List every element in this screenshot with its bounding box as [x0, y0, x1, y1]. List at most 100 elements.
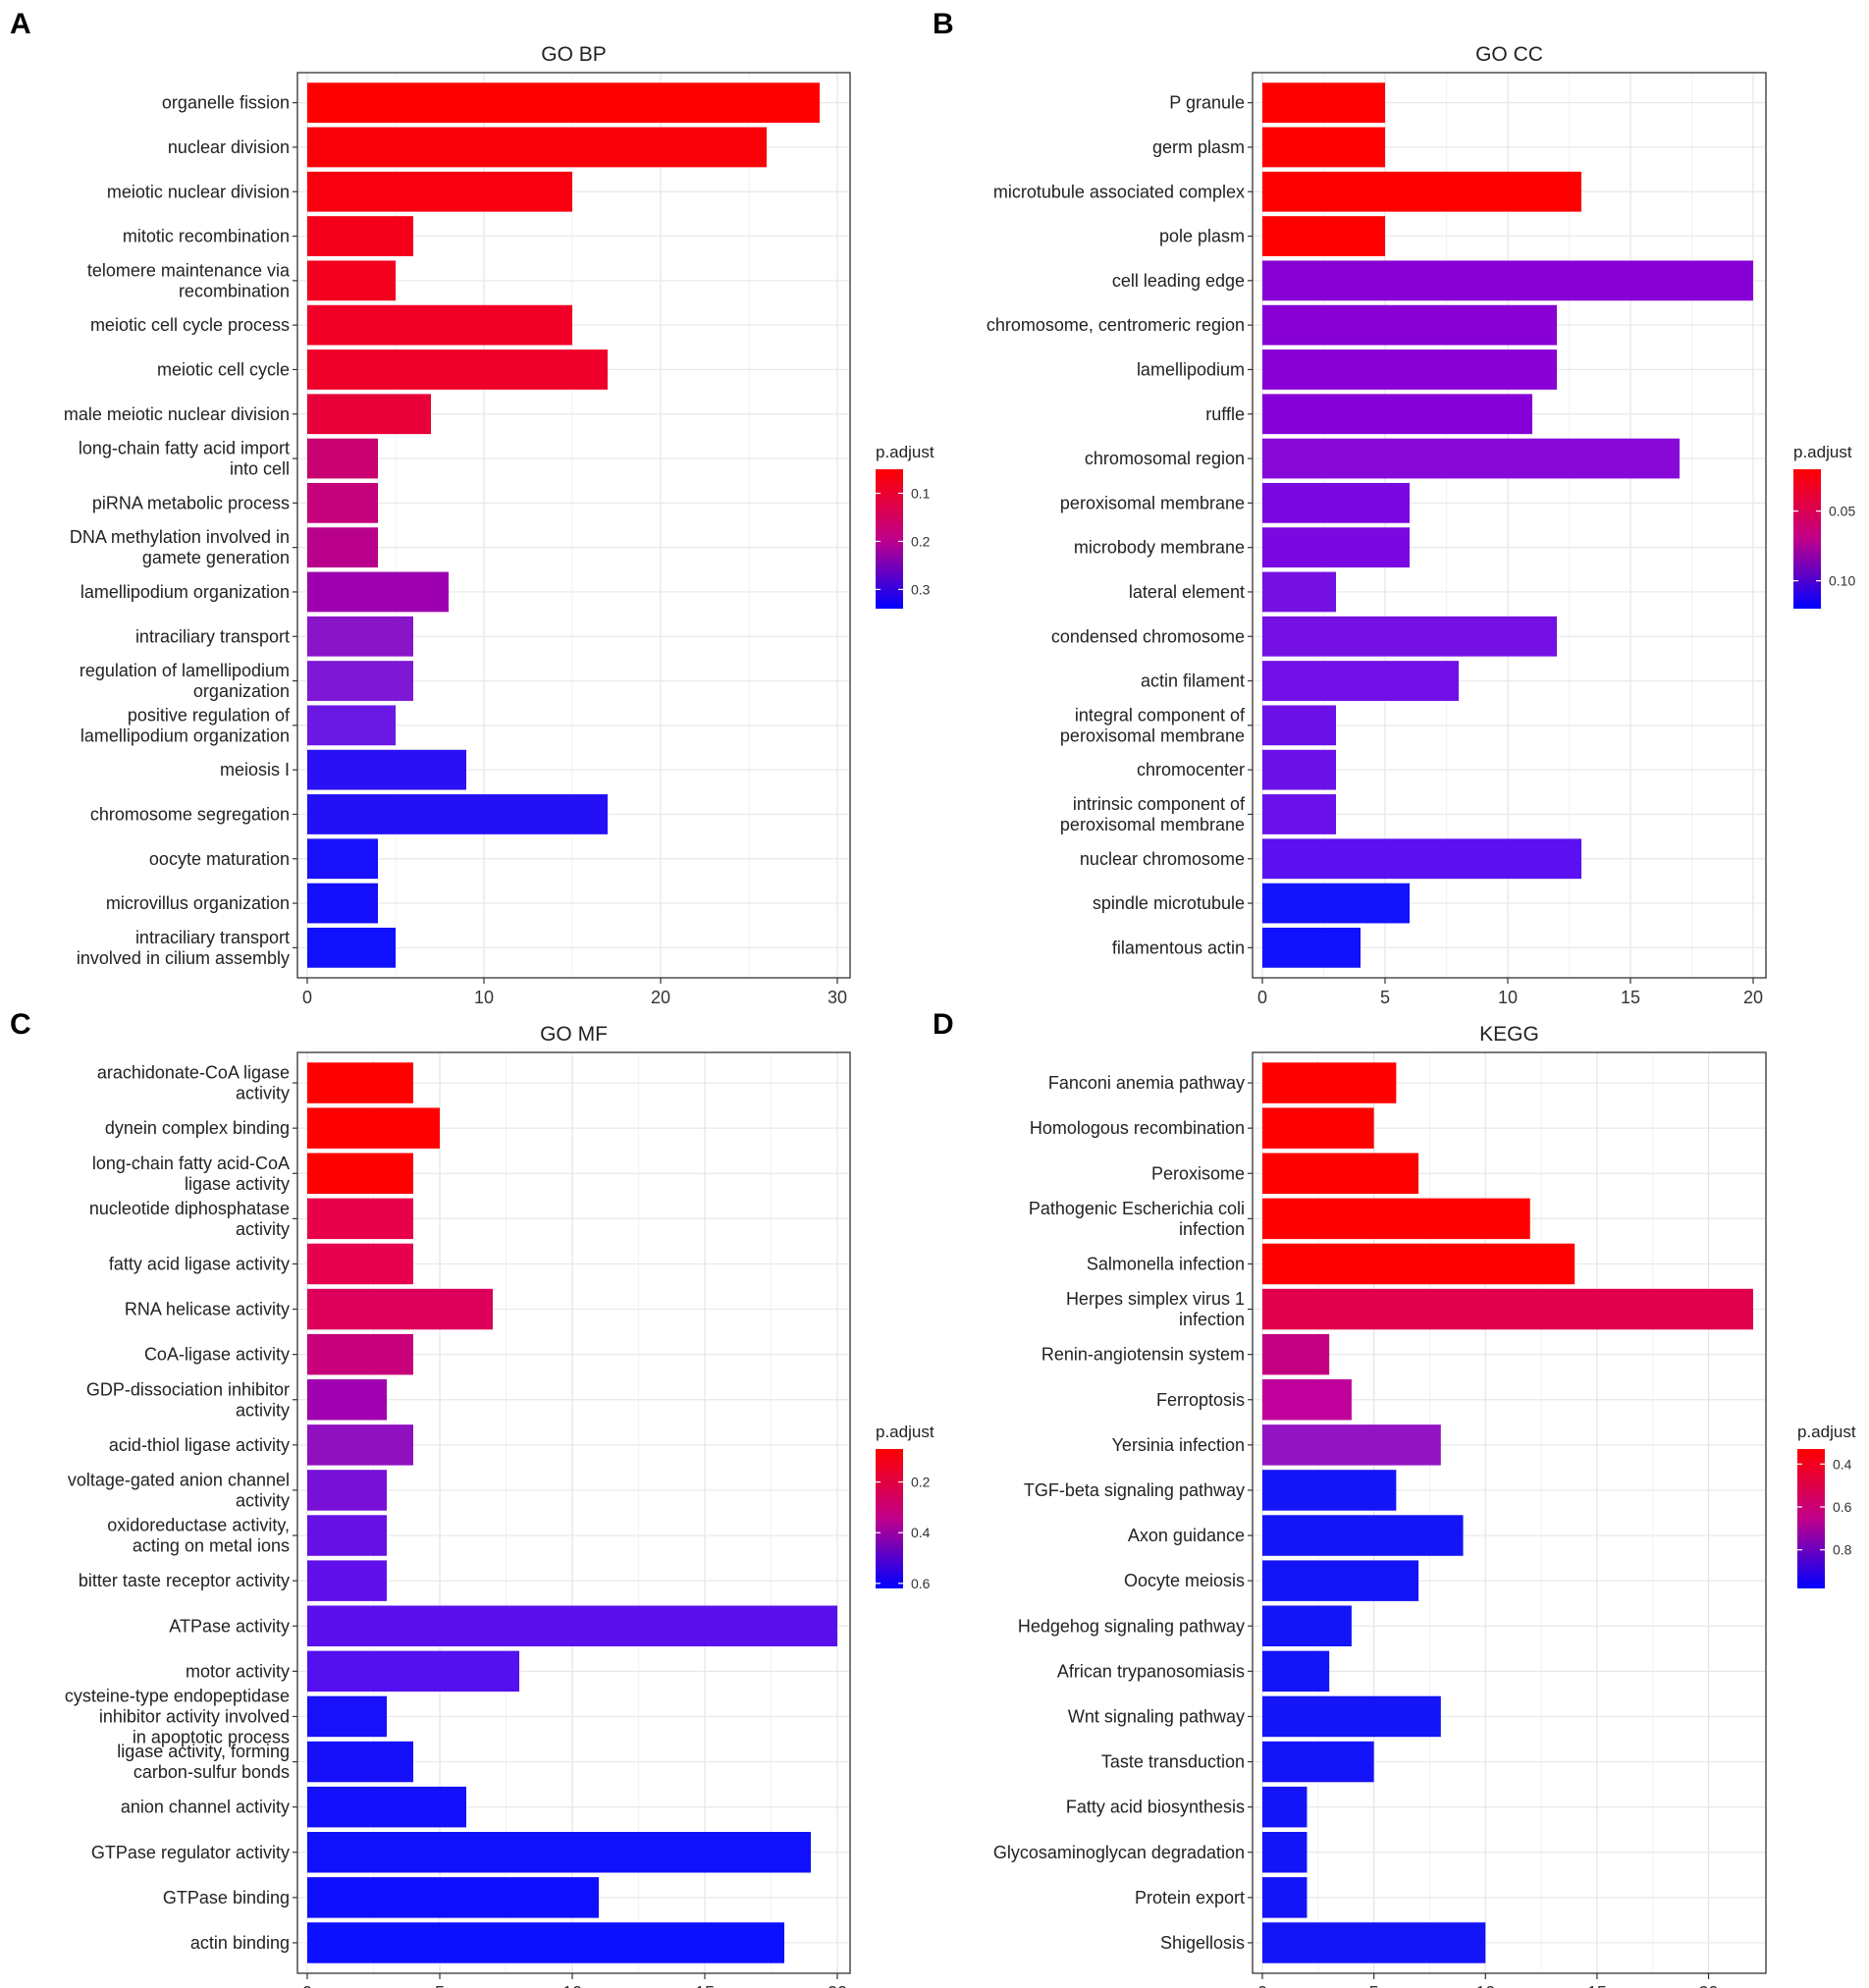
- bar: [1262, 1832, 1308, 1873]
- x-tick-label: 10: [1498, 988, 1518, 1007]
- bar: [307, 349, 608, 390]
- bar: [307, 1515, 387, 1556]
- category-label: chromosomal region: [1085, 449, 1245, 468]
- x-tick-label: 0: [302, 1983, 312, 1988]
- category-label: voltage-gated anion channel activity: [68, 1470, 290, 1510]
- category-label: actin filament: [1141, 672, 1245, 691]
- bar: [307, 304, 572, 346]
- bar: [1262, 794, 1336, 834]
- category-label: DNA methylation involved in gamete genera…: [70, 527, 290, 567]
- category-label: peroxisomal membrane: [1060, 493, 1245, 512]
- legend-tick-label: 0.4: [1833, 1456, 1852, 1472]
- category-label: actin binding: [190, 1933, 290, 1953]
- x-tick-label: 30: [828, 988, 847, 1007]
- bar: [307, 1424, 413, 1466]
- category-label: lamellipodium organization: [80, 582, 290, 602]
- category-label: Oocyte meiosis: [1124, 1571, 1245, 1590]
- bar: [307, 1560, 387, 1601]
- category-label: cell leading edge: [1112, 271, 1245, 291]
- bar: [307, 394, 431, 435]
- category-label: spindle microtubule: [1093, 893, 1245, 913]
- bar: [307, 794, 608, 834]
- bar: [1262, 1741, 1374, 1783]
- category-label: ligase activity, forming carbon-sulfur bo…: [117, 1742, 290, 1782]
- x-tick-label: 5: [1380, 988, 1390, 1007]
- category-label: ruffle: [1205, 404, 1245, 424]
- category-label: oxidoreductase activity, acting on metal …: [107, 1516, 290, 1556]
- bar: [307, 127, 767, 168]
- bar: [1262, 1786, 1308, 1828]
- chart-title: KEGG: [1479, 1023, 1539, 1046]
- category-label: Taste transduction: [1101, 1752, 1245, 1772]
- category-label: nucleotide diphosphatase activity: [89, 1199, 290, 1239]
- legend-tick-label: 0.8: [1833, 1542, 1852, 1558]
- bar: [1262, 1243, 1575, 1285]
- bar: [307, 1605, 837, 1646]
- bar: [307, 1333, 413, 1375]
- category-label: organelle fission: [162, 93, 290, 113]
- plot-border: [1252, 72, 1767, 979]
- category-label: Fanconi anemia pathway: [1048, 1073, 1245, 1093]
- bar: [1262, 1379, 1352, 1421]
- bar: [307, 1198, 413, 1240]
- bar: [307, 1062, 413, 1103]
- category-label: Pathogenic Escherichia coli infection: [1029, 1199, 1245, 1239]
- category-label: mitotic recombination: [123, 227, 290, 246]
- bar: [1262, 171, 1581, 212]
- category-label: bitter taste receptor activity: [79, 1571, 290, 1590]
- category-label: anion channel activity: [121, 1798, 290, 1817]
- category-label: ATPase activity: [169, 1616, 290, 1636]
- legend-title: p.adjust: [876, 1423, 934, 1441]
- legend-tick-label: 0.2: [911, 533, 931, 549]
- legend-title: p.adjust: [1793, 443, 1852, 461]
- chart-title: GO BP: [541, 43, 607, 66]
- x-tick-label: 20: [1699, 1983, 1719, 1988]
- legend-tick-label: 0.4: [911, 1525, 931, 1540]
- bar: [307, 1832, 811, 1873]
- legend-tick-label: 0.05: [1829, 504, 1855, 519]
- bar: [1262, 1650, 1330, 1692]
- legend-tick-label: 0.6: [1833, 1499, 1852, 1515]
- panel-letter-d: D: [933, 1008, 954, 1041]
- plot-border: [296, 72, 851, 979]
- category-label: Protein export: [1135, 1888, 1245, 1907]
- category-label: Shigellosis: [1160, 1933, 1245, 1953]
- bar: [1262, 349, 1557, 390]
- category-label: RNA helicase activity: [125, 1300, 290, 1319]
- bar: [1262, 1605, 1352, 1646]
- category-label: arachidonate-CoA ligase activity: [97, 1063, 290, 1103]
- bar: [307, 1741, 413, 1783]
- category-label: Renin-angiotensin system: [1041, 1345, 1245, 1365]
- plot-border: [296, 1051, 851, 1974]
- category-label: acid-thiol ligase activity: [109, 1435, 290, 1455]
- legend-colorbar: [1793, 469, 1821, 609]
- x-tick-label: 15: [1621, 988, 1640, 1007]
- bar: [307, 82, 820, 124]
- category-label: long-chain fatty acid-CoA ligase activity: [92, 1154, 290, 1194]
- bar: [307, 1877, 599, 1918]
- category-label: microbody membrane: [1074, 538, 1245, 558]
- category-label: intraciliary transport involved in cilium…: [77, 928, 290, 968]
- category-label: CoA-ligase activity: [144, 1345, 290, 1365]
- bar: [307, 216, 413, 256]
- category-label: nuclear chromosome: [1080, 849, 1245, 869]
- category-label: male meiotic nuclear division: [64, 404, 290, 424]
- bar: [307, 927, 396, 968]
- panel-letter-a: A: [10, 8, 31, 40]
- category-label: germ plasm: [1152, 137, 1245, 157]
- category-label: positive regulation of lamellipodium orga…: [80, 705, 291, 745]
- bar: [1262, 1288, 1753, 1330]
- bar: [1262, 1922, 1486, 1963]
- x-tick-label: 5: [1369, 1983, 1379, 1988]
- x-tick-label: 15: [1587, 1983, 1607, 1988]
- x-tick-label: 0: [302, 988, 312, 1007]
- category-label: microvillus organization: [106, 893, 290, 913]
- bar: [1262, 127, 1385, 168]
- category-label: oocyte maturation: [149, 849, 290, 869]
- panel-letter-b: B: [933, 8, 954, 40]
- bar: [1262, 1107, 1374, 1149]
- legend-colorbar: [876, 1449, 903, 1588]
- category-label: Wnt signaling pathway: [1068, 1706, 1245, 1726]
- bar: [307, 171, 572, 212]
